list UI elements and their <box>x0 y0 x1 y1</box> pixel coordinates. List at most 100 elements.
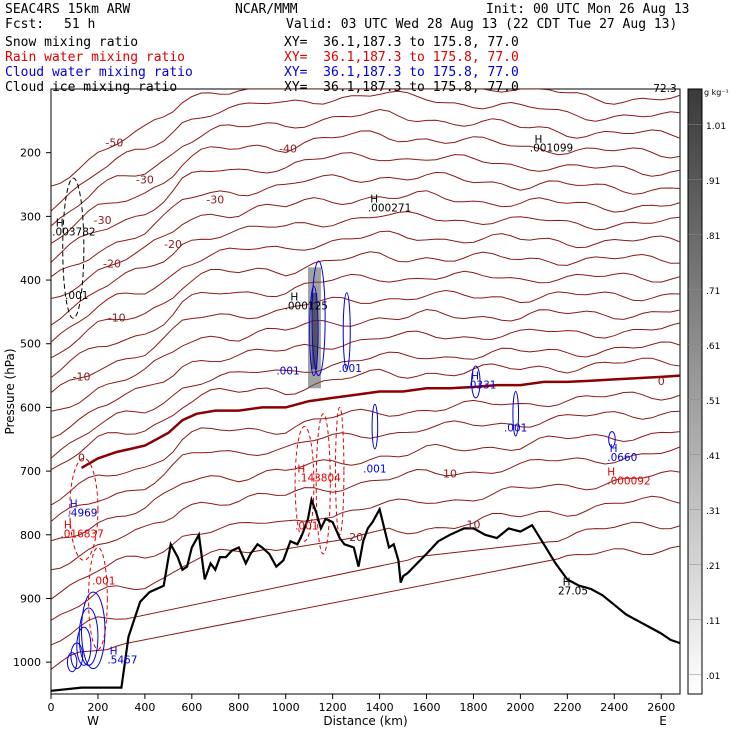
center-label: NCAR/MMM <box>235 2 298 17</box>
y-tick-label: 800 <box>20 529 41 542</box>
annotation-label: 27.05 <box>558 586 588 598</box>
isotherm-line <box>51 108 680 227</box>
cloud-water-contour <box>309 285 319 377</box>
isotherm-line <box>51 251 680 359</box>
x-tick-label: 1200 <box>319 701 347 714</box>
cloud-water-contour <box>311 260 326 377</box>
colorbar: .01 .11 .21 .31 .41 .51 .61 .71 .81 .91 1.01 g kg⁻¹ <box>687 88 729 695</box>
colorbar-label: .41 <box>706 452 720 462</box>
isotherm-line <box>51 152 680 263</box>
isotherm-label: -30 <box>94 214 112 227</box>
isotherm-label: 10 <box>466 518 480 531</box>
isotherm-label: -20 <box>103 257 121 270</box>
colorbar-label: .51 <box>706 397 720 407</box>
rain-contour <box>294 426 315 542</box>
x-tick-label: 2600 <box>647 701 675 714</box>
isotherm-label: -10 <box>108 311 126 324</box>
colorbar-bar <box>687 88 703 695</box>
field-label-rain: Rain water mixing ratio <box>5 50 186 65</box>
isotherm-line <box>51 545 680 670</box>
isotherm-label: 20 <box>349 531 363 544</box>
cloud-water-contour <box>78 607 99 666</box>
colorbar-label: .61 <box>706 342 720 352</box>
annotation-label: H <box>471 370 479 382</box>
y-tick-label: 300 <box>20 210 41 223</box>
isotherm-line <box>51 270 680 378</box>
annotation-label: .000092 <box>607 475 650 487</box>
rain-contour <box>334 406 345 536</box>
y-axis-label: Pressure (hPa) <box>3 348 17 434</box>
cloud-water-contour <box>66 652 78 673</box>
cloud-water-contour <box>371 403 379 450</box>
annotation-label: .001 <box>295 521 318 533</box>
endpoint-west: W <box>87 714 99 728</box>
annotation-label: H <box>534 134 542 146</box>
isotherm-label: -30 <box>136 173 154 186</box>
y-tick-label: 600 <box>20 401 41 414</box>
isotherm-line <box>51 308 680 412</box>
colorbar-label: .21 <box>706 562 720 572</box>
y-tick-label: 400 <box>20 274 41 287</box>
isotherm-label: 0 <box>78 452 85 465</box>
annotation-label: -72.3 <box>649 83 676 95</box>
annotation-label: .5467 <box>107 654 137 666</box>
isotherm-label: 10 <box>443 467 457 480</box>
snow-contour <box>62 177 85 319</box>
valid-time: Valid: 03 UTC Wed 28 Aug 13 (22 CDT Tue … <box>286 17 678 32</box>
colorbar-label: .71 <box>706 287 720 297</box>
cloud-water-contour <box>70 642 84 670</box>
y-tick-label: 1000 <box>13 656 41 669</box>
isotherm-line <box>51 171 680 278</box>
annotation-label: .001099 <box>530 142 573 154</box>
annotation-label: .143804 <box>297 472 341 484</box>
cloud-water-contour <box>342 292 351 370</box>
rain-contour <box>88 547 108 650</box>
annotation-label: H <box>297 463 305 475</box>
annotation-layer: -50 -40-30-30-30-20-20-10-10 00101020H.001… <box>52 83 676 666</box>
field-xy-rain: XY= 36.1,187.3 to 175.8, 77.0 <box>284 50 519 65</box>
rain-contour <box>69 457 99 561</box>
y-tick-label: 700 <box>20 465 41 478</box>
isotherm-line <box>51 130 680 244</box>
terrain-line <box>51 495 680 692</box>
endpoint-east: E <box>659 714 667 728</box>
annotation-label: H <box>110 646 118 658</box>
x-tick-label: 1400 <box>366 701 394 714</box>
x-tick-label: 2200 <box>553 701 581 714</box>
annotation-label: H <box>290 291 298 303</box>
annotation-label: .000271 <box>368 202 411 214</box>
annotation-label: .000125 <box>285 300 328 312</box>
rain-contour <box>315 413 331 555</box>
field-label-snow: Snow mixing ratio <box>5 35 139 50</box>
annotation-label: H <box>607 467 615 479</box>
cloud-water-contour <box>81 591 106 670</box>
isotherm-line <box>51 410 680 522</box>
y-tick-label: 900 <box>20 592 41 605</box>
x-tick-label: 200 <box>87 701 108 714</box>
isotherm-line <box>51 90 680 212</box>
field-xy-cloudice: XY= 36.1,187.3 to 175.8, 77.0 <box>284 80 519 95</box>
annotation-label: H <box>64 519 72 531</box>
field-xy-snow: XY= 36.1,187.3 to 175.8, 77.0 <box>284 35 519 50</box>
init-time: Init: 00 UTC Mon 26 Aug 13 <box>486 2 690 17</box>
y-tick-label: 200 <box>20 147 41 160</box>
annotation-label: .016837 <box>60 528 103 540</box>
model-title: SEAC4RS 15km ARW <box>5 2 131 17</box>
annotation-label: .0331 <box>466 379 496 391</box>
isotherm-label: 0 <box>658 375 665 388</box>
x-tick-label: 0 <box>48 701 55 714</box>
isotherm-line <box>51 470 680 600</box>
isotherm-label: -40 <box>279 143 297 156</box>
colorbar-label: .01 <box>706 672 720 682</box>
cloud-water-contour <box>471 365 481 399</box>
cloud-water-contour <box>76 626 92 666</box>
field-label-cloudice: Cloud ice mixing ratio <box>5 80 178 95</box>
isotherm-line <box>51 190 680 299</box>
x-tick-label: 2400 <box>600 701 628 714</box>
isotherm-line <box>51 357 680 471</box>
x-axis-label: Distance (km) <box>323 714 407 728</box>
annotation-label: H <box>70 498 78 510</box>
field-xy-cloudwater: XY= 36.1,187.3 to 175.8, 77.0 <box>284 65 519 80</box>
annotation-label: H <box>370 193 378 205</box>
ice-shading-core <box>311 292 318 370</box>
